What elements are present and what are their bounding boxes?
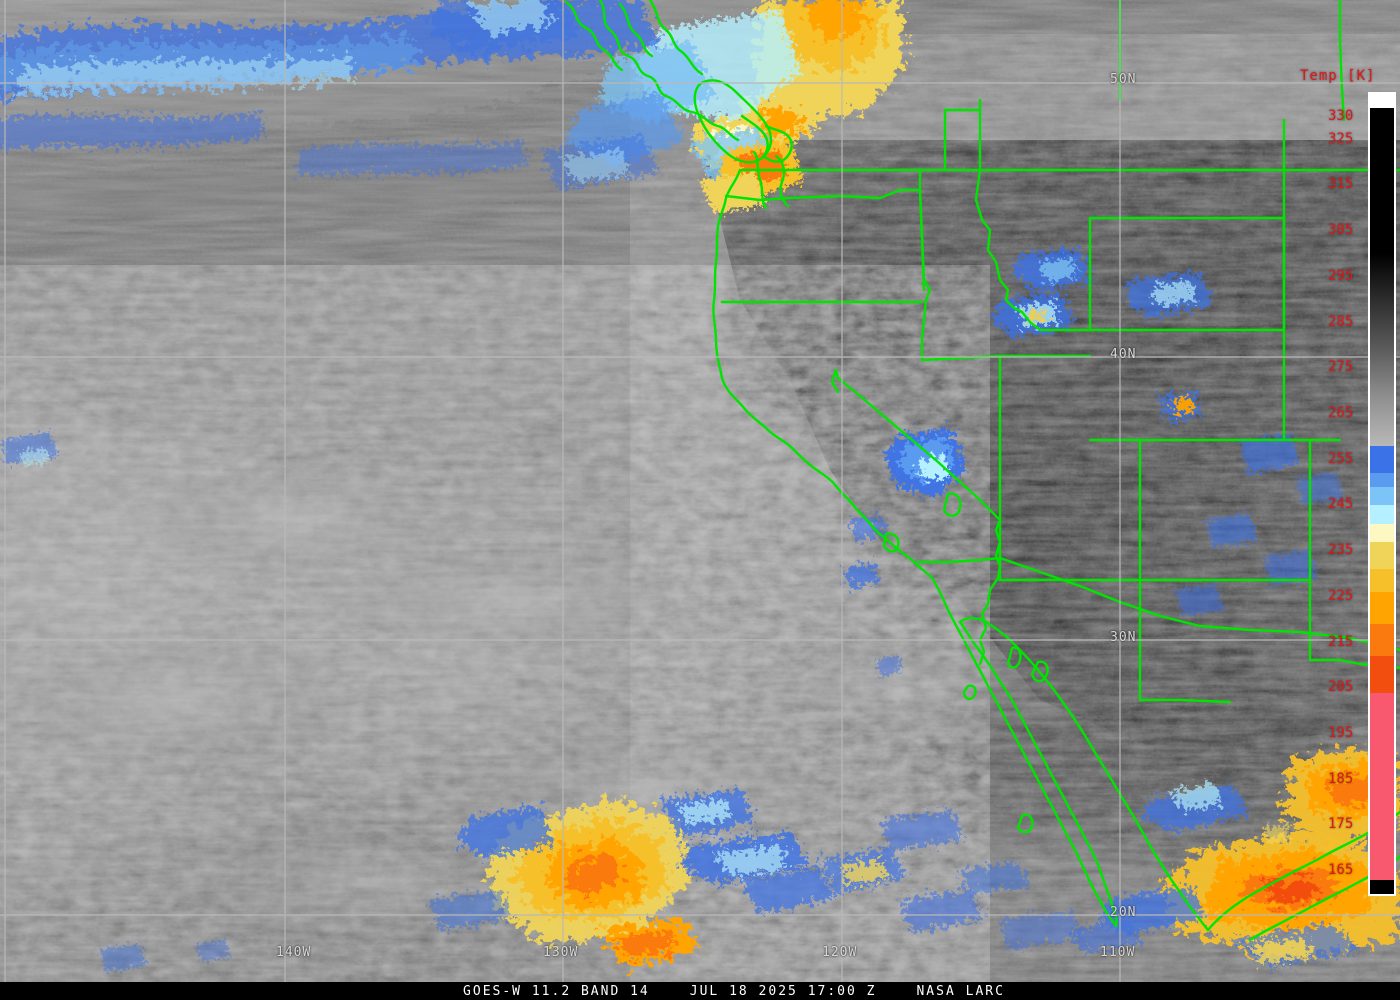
colorbar-tick-165: 165 (1328, 862, 1354, 879)
colorbar-tick-205: 205 (1328, 679, 1354, 696)
colorbar-tick-275: 275 (1328, 359, 1354, 376)
colorbar-segment-grayscale-ramp (1370, 254, 1394, 446)
colorbar-tick-265: 265 (1328, 405, 1354, 421)
colorbar-tick-225: 225 (1328, 587, 1354, 604)
colorbar-segment-royal-blue (1370, 446, 1394, 474)
colorbar-segment-black-cold-top-cap (1370, 94, 1394, 108)
colorbar-segment-orange (1370, 624, 1394, 657)
colorbar-tick-305: 305 (1328, 222, 1354, 239)
colorbar-title: Temp [K] (1300, 68, 1376, 84)
colorbar-tick-235: 235 (1328, 542, 1354, 559)
colorbar-tick-215: 215 (1328, 633, 1354, 650)
colorbar-tick-255: 255 (1328, 450, 1354, 467)
colorbar-tick-195: 195 (1328, 725, 1354, 741)
colorbar-tick-285: 285 (1328, 313, 1354, 330)
colorbar-segment-light-blue (1370, 487, 1394, 506)
colorbar-segment-gold (1370, 569, 1394, 593)
image-caption-bar: GOES-W 11.2 BAND 14 JUL 18 2025 17:00 Z … (0, 982, 1400, 1000)
colorbar-segment-pink-magenta (1370, 692, 1394, 881)
colorbar-tick-175: 175 (1328, 816, 1354, 833)
colorbar-segment-cream (1370, 523, 1394, 542)
colorbar-tick-330: 330 (1328, 107, 1354, 124)
colorbar-tick-295: 295 (1328, 267, 1354, 284)
colorbar-tick-185: 185 (1328, 770, 1354, 787)
colorbar-segment-deep-black (1370, 107, 1394, 254)
caption-sensor: GOES-W 11.2 BAND 14 (463, 983, 650, 999)
caption-datetime: JUL 18 2025 17:00 Z (689, 983, 877, 999)
colorbar-segment-black-warm-cap (1370, 880, 1394, 894)
colorbar-segment-medium-blue (1370, 473, 1394, 488)
caption-source: NASA LARC (916, 983, 1005, 999)
temperature-colorbar (1368, 92, 1396, 896)
colorbar-segment-light-gold (1370, 542, 1394, 570)
colorbar-tick-325: 325 (1328, 130, 1354, 147)
colorbar-segment-deep-orange (1370, 656, 1394, 693)
colorbar-segment-pale-cyan (1370, 505, 1394, 524)
colorbar-gradient-strip (1370, 94, 1394, 894)
colorbar-segment-amber (1370, 592, 1394, 625)
colorbar-tick-315: 315 (1328, 176, 1354, 193)
colorbar-tick-245: 245 (1328, 496, 1354, 513)
